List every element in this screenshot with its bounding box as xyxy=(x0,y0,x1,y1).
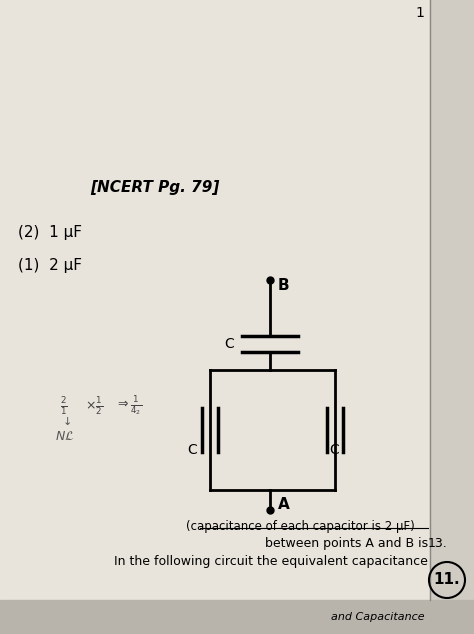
Text: (2)  1 μF: (2) 1 μF xyxy=(18,225,82,240)
Text: 11.: 11. xyxy=(434,573,460,588)
Text: [NCERT Pg. 79]: [NCERT Pg. 79] xyxy=(90,180,219,195)
Text: In the following circuit the equivalent capacitance: In the following circuit the equivalent … xyxy=(114,555,428,568)
Text: C: C xyxy=(187,443,197,457)
Text: between points A and B is: between points A and B is xyxy=(265,537,428,550)
Text: 13.: 13. xyxy=(428,537,448,550)
Text: A: A xyxy=(278,497,290,512)
Text: C: C xyxy=(329,443,339,457)
Text: (capacitance of each capacitor is 2 μF): (capacitance of each capacitor is 2 μF) xyxy=(186,520,415,533)
Text: $\Rightarrow \frac{1}{4_2}$: $\Rightarrow \frac{1}{4_2}$ xyxy=(115,395,142,418)
Bar xyxy=(430,0,474,634)
Text: B: B xyxy=(278,278,290,293)
Text: $\times \frac{1}{2}$: $\times \frac{1}{2}$ xyxy=(85,395,103,417)
Text: (1)  2 μF: (1) 2 μF xyxy=(18,258,82,273)
Bar xyxy=(0,600,474,634)
Text: C: C xyxy=(224,337,234,351)
Text: 1: 1 xyxy=(416,6,424,20)
Text: $\frac{2}{1}$: $\frac{2}{1}$ xyxy=(60,395,68,417)
Text: $\downarrow$: $\downarrow$ xyxy=(60,415,71,427)
Text: and Capacitance: and Capacitance xyxy=(331,612,425,622)
Text: $N \mathcal{L}$: $N \mathcal{L}$ xyxy=(55,430,74,443)
